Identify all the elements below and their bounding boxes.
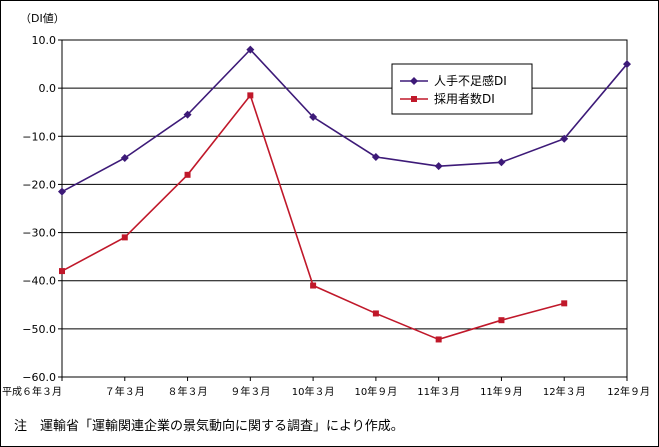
x-tick-label: 11年９月	[480, 385, 523, 398]
data-point-1	[58, 187, 66, 196]
plot-area	[61, 39, 628, 378]
line-chart: 10.0 0.0 −10.0 −20.0 −30.0 −40.0 −50.0 −60.0 平成…	[2, 12, 650, 398]
data-point-1	[497, 158, 506, 167]
data-point-1	[309, 113, 318, 122]
x-tick-label: 12年３月	[543, 385, 586, 398]
y-axis-label: （DI値）	[20, 12, 65, 25]
y-tick-label: −10.0	[22, 130, 56, 143]
x-tick-label: 11年３月	[417, 385, 460, 398]
y-tick-label: −40.0	[22, 275, 56, 288]
x-tick-label: 10年９月	[355, 385, 398, 398]
y-tick-label: 0.0	[39, 82, 57, 95]
data-point-2	[561, 300, 568, 307]
y-tick-label: −20.0	[22, 178, 56, 191]
source-note: 注 運輸省「運輸関連企業の景気動向に関する調査」により作成。	[14, 419, 404, 434]
data-point-1	[246, 45, 255, 54]
data-point-2	[435, 336, 442, 343]
x-tick-label: ８年３月	[168, 385, 208, 398]
x-tick-label: 10年３月	[292, 385, 335, 398]
data-point-2	[310, 282, 317, 289]
y-tick-label: −30.0	[22, 227, 56, 240]
legend: 人手不足感DI 採用者数DI	[391, 63, 533, 115]
data-point-1	[623, 60, 631, 69]
data-point-1	[183, 110, 192, 119]
data-point-1	[560, 134, 569, 143]
legend-label-1: 人手不足感DI	[434, 73, 507, 88]
legend-marker-2	[411, 96, 417, 102]
data-point-2	[372, 310, 379, 317]
data-point-2	[498, 317, 505, 324]
legend-box	[391, 63, 533, 115]
y-tick-label: −60.0	[22, 371, 56, 384]
data-point-2	[59, 268, 65, 275]
x-tick-label: 12年９月	[607, 385, 650, 398]
x-tick-label: ９年３月	[230, 385, 270, 398]
legend-label-2: 採用者数DI	[434, 91, 495, 106]
y-tick-label: 10.0	[32, 34, 57, 47]
data-point-2	[184, 171, 191, 178]
data-point-1	[371, 152, 380, 161]
series-markers	[58, 45, 631, 343]
y-tick-label: −50.0	[22, 323, 56, 336]
x-tick-label: 平成６年３月	[2, 385, 62, 398]
x-tick-label: ７年３月	[105, 385, 145, 398]
data-point-2	[247, 92, 254, 99]
legend-marker-1	[410, 77, 418, 85]
data-point-1	[120, 153, 129, 162]
data-point-2	[121, 234, 128, 241]
series-line-1	[61, 48, 628, 193]
x-axis-ticks: 平成６年３月 ７年３月 ８年３月 ９年３月 10年３月 10年９月 11年３月 11年９月 12…	[2, 377, 650, 398]
y-axis-ticks: 10.0 0.0 −10.0 −20.0 −30.0 −40.0 −50.0 −60.0	[22, 34, 62, 384]
data-point-1	[434, 162, 443, 171]
